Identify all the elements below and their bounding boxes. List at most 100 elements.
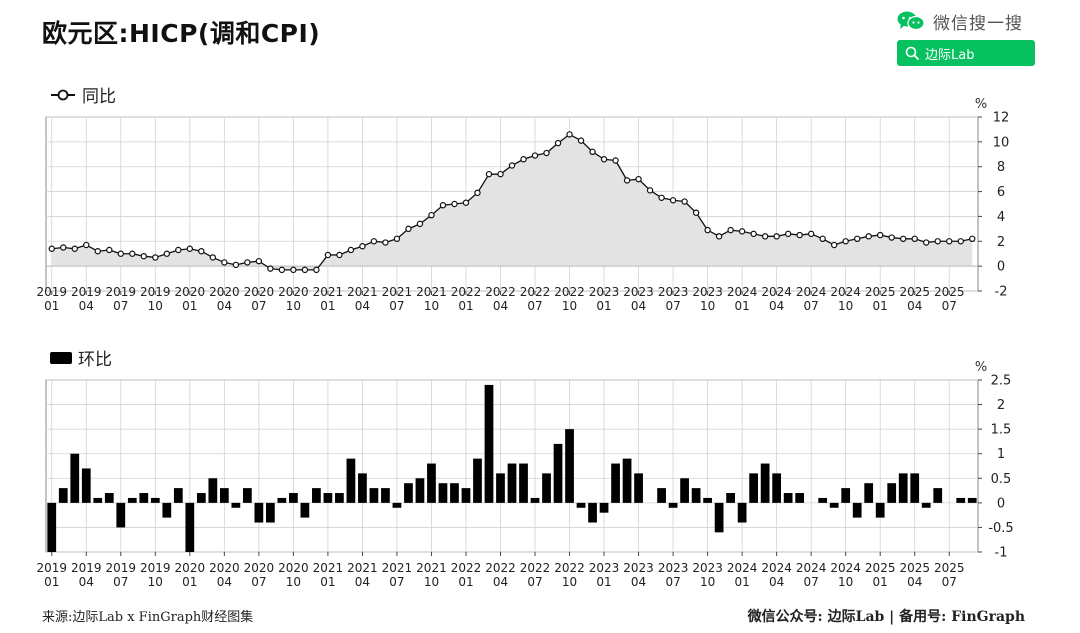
mom-xtick-label-month: 04 <box>769 575 784 589</box>
source-note: 来源:边际Lab x FinGraph财经图集 <box>42 610 254 625</box>
yoy-data-point <box>485 170 493 178</box>
yoy-xtick-label-month: 07 <box>113 299 128 313</box>
mom-ytick-label: 2 <box>997 398 1005 413</box>
mom-ytick-label: 1.5 <box>991 423 1012 438</box>
yoy-xtick-label-month: 01 <box>44 299 59 313</box>
yoy-xtick-label-year: 2020 <box>278 285 309 299</box>
mom-xtick-label-year: 2023 <box>658 561 689 575</box>
legend-mom: 环比 <box>50 345 112 370</box>
yoy-data-point <box>83 241 90 249</box>
mom-xtick-label-year: 2019 <box>71 561 102 575</box>
mom-bar <box>956 497 966 503</box>
yoy-xtick-label-year: 2019 <box>140 285 171 299</box>
yoy-data-point <box>531 152 539 159</box>
yoy-xtick-label-year: 2019 <box>36 285 67 299</box>
yoy-data-point <box>738 228 746 235</box>
mom-ytick-label: 0.5 <box>991 472 1012 487</box>
yoy-xtick-label-month: 10 <box>148 299 163 313</box>
yoy-data-point <box>497 170 504 178</box>
yoy-data-point <box>784 230 792 238</box>
wechat-search-brand: 微信搜一搜 <box>897 8 1023 34</box>
mom-xtick-label-year: 2025 <box>934 561 965 575</box>
mom-xtick-label-year: 2025 <box>865 561 896 575</box>
yoy-xtick-label-year: 2025 <box>899 285 930 299</box>
yoy-data-point <box>646 187 654 194</box>
yoy-data-point <box>48 245 55 252</box>
yoy-data-point <box>773 233 780 240</box>
mom-bar <box>898 473 908 503</box>
mom-xtick-label-month: 07 <box>804 575 819 589</box>
mom-bar <box>346 458 356 503</box>
yoy-data-point <box>842 238 849 245</box>
mom-bar <box>173 488 183 503</box>
mom-bar <box>369 488 379 503</box>
mom-bar <box>219 488 229 503</box>
mom-bar <box>611 463 620 503</box>
mom-bar <box>47 502 57 552</box>
mom-bar <box>829 502 839 508</box>
mom-xtick-label-year: 2024 <box>761 561 792 575</box>
mom-xtick-label-month: 01 <box>734 575 749 589</box>
yoy-ytick-label: 12 <box>993 111 1010 126</box>
mom-bar <box>622 458 632 503</box>
mom-xtick-label-year: 2022 <box>520 561 551 575</box>
yoy-xtick-label-month: 07 <box>389 299 404 313</box>
legend-mom-label: 环比 <box>78 350 112 370</box>
mom-bar <box>381 488 390 503</box>
mom-bar <box>58 488 68 503</box>
mom-bar <box>104 493 114 503</box>
mom-xtick-label-month: 04 <box>631 575 646 589</box>
mom-bar <box>289 493 298 503</box>
mom-bar <box>691 488 701 503</box>
yoy-data-point <box>520 156 527 163</box>
yoy-data-point <box>543 149 550 157</box>
mom-ytick-label: 1 <box>997 447 1005 462</box>
mom-xtick-label-year: 2024 <box>830 561 861 575</box>
yoy-xtick-label-month: 10 <box>562 299 577 313</box>
mom-bar <box>542 473 551 503</box>
yoy-data-point <box>853 235 861 242</box>
yoy-xtick-label-year: 2023 <box>623 285 654 299</box>
yoy-data-point <box>416 220 424 228</box>
mom-xtick-label-month: 04 <box>907 575 922 589</box>
yoy-data-point <box>129 250 136 257</box>
mom-bar <box>565 429 574 503</box>
yoy-xtick-label-month: 01 <box>596 299 611 313</box>
yoy-data-point <box>278 266 286 274</box>
yoy-xtick-label-year: 2020 <box>175 285 206 299</box>
yoy-data-point <box>658 194 665 201</box>
mom-bar <box>668 502 678 508</box>
yoy-y-unit: % <box>975 97 987 112</box>
mom-bar <box>680 478 689 503</box>
mom-bar <box>323 493 333 503</box>
yoy-data-point <box>301 266 309 274</box>
yoy-xtick-label-month: 04 <box>493 299 508 313</box>
yoy-xtick-label-year: 2019 <box>106 285 137 299</box>
mom-bar <box>760 463 770 503</box>
search-button-label: 边际Lab <box>925 47 975 63</box>
mom-bar <box>162 502 172 518</box>
yoy-data-point <box>106 246 113 254</box>
mom-bar <box>404 483 413 503</box>
mom-bar <box>749 473 759 503</box>
yoy-data-point <box>888 234 895 241</box>
yoy-data-point <box>704 226 711 234</box>
search-button[interactable]: 边际Lab <box>897 40 1035 66</box>
yoy-xtick-label-month: 10 <box>700 299 715 313</box>
yoy-data-point <box>209 254 217 261</box>
yoy-ytick-label: 0 <box>997 260 1005 275</box>
mom-bar <box>358 473 367 503</box>
mom-xtick-label-year: 2021 <box>313 561 344 575</box>
yoy-xtick-label-month: 01 <box>873 299 888 313</box>
mom-bar <box>703 497 712 503</box>
mom-bar <box>93 497 103 503</box>
mom-xtick-label-year: 2025 <box>899 561 930 575</box>
mom-xtick-label-year: 2020 <box>278 561 309 575</box>
mom-bar <box>530 497 540 503</box>
mom-bar <box>841 488 851 503</box>
mom-bar <box>150 497 160 503</box>
mom-bar <box>312 488 321 503</box>
mom-bar <box>277 497 287 503</box>
mom-bar <box>415 478 425 503</box>
mom-xtick-label-year: 2021 <box>382 561 413 575</box>
